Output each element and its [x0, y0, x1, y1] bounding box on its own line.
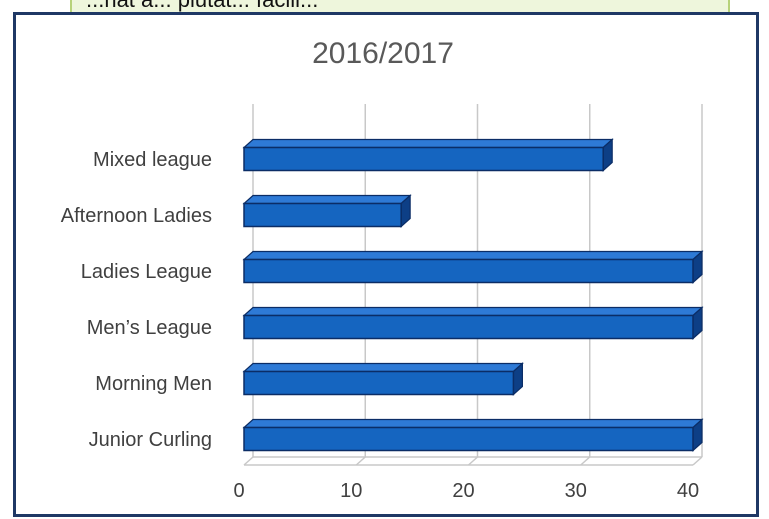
floor-tick [692, 456, 703, 466]
bar-front-face [243, 314, 694, 340]
floor-tick [468, 456, 478, 466]
floor-tick [243, 456, 254, 466]
bar-top-face [242, 250, 704, 261]
chart-title: 2016/2017 [312, 37, 454, 70]
category-label: Afternoon Ladies [61, 205, 212, 227]
category-label: Mixed league [93, 149, 212, 171]
banner-text: ...hat a... plutat... facili... [86, 0, 318, 13]
bar-front-face [243, 370, 515, 396]
bar [242, 250, 704, 284]
bar [242, 362, 524, 396]
bar [242, 418, 704, 452]
x-tick-label: 40 [677, 480, 699, 502]
bar-front-face [243, 146, 604, 172]
x-tick-labels: 0 10 20 30 40 [233, 480, 699, 502]
category-label: Morning Men [95, 373, 212, 395]
x-tick-label: 20 [452, 480, 474, 502]
category-labels: Mixed league Afternoon Ladies Ladies Leagu… [61, 149, 212, 451]
bar [242, 138, 614, 172]
bar [242, 306, 704, 340]
x-tick-label: 0 [233, 480, 244, 502]
bar-front-face [243, 202, 402, 228]
x-tick-label: 10 [340, 480, 362, 502]
bar-top-face [242, 418, 704, 429]
chart-floor [243, 456, 703, 466]
category-label: Men’s League [87, 317, 212, 339]
bar-top-face [242, 194, 412, 205]
bar-top-face [242, 306, 704, 317]
bars [242, 138, 704, 452]
x-tick-label: 30 [565, 480, 587, 502]
floor-tick [355, 456, 366, 466]
floor-tick [580, 456, 591, 466]
bar-top-face [242, 362, 524, 373]
category-label: Ladies League [81, 261, 212, 283]
bar-front-face [243, 258, 694, 284]
bar-front-face [243, 426, 694, 452]
bar-top-face [242, 138, 614, 149]
bar [242, 194, 412, 228]
category-label: Junior Curling [89, 429, 212, 451]
